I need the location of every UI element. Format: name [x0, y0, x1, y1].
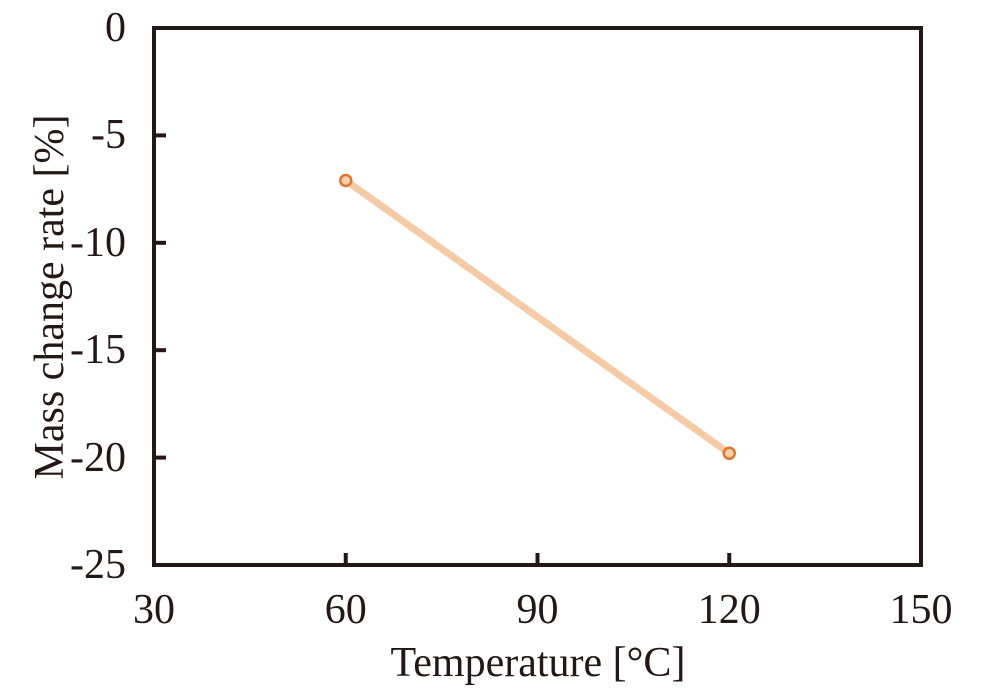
x-tick-label: 150: [889, 587, 953, 633]
x-tick-label: 30: [133, 587, 175, 633]
x-tick-label: 90: [516, 587, 559, 633]
y-tick-label: 0: [105, 5, 126, 51]
x-axis-title: Temperature [°C]: [390, 640, 686, 686]
data-point-marker: [339, 173, 353, 188]
axis-frame: [152, 26, 923, 567]
y-tick-label: -5: [91, 112, 126, 159]
y-axis-title: Mass change rate [%]: [27, 114, 73, 480]
x-tick-label: 120: [697, 587, 761, 633]
data-point-marker: [722, 446, 736, 461]
x-tick-label: 60: [324, 587, 367, 633]
y-tick-label: -20: [70, 434, 126, 481]
y-tick-label: -25: [70, 542, 126, 588]
y-tick-label: -15: [70, 327, 126, 374]
data-line: [342, 177, 733, 457]
y-tick-label: -10: [70, 219, 126, 266]
